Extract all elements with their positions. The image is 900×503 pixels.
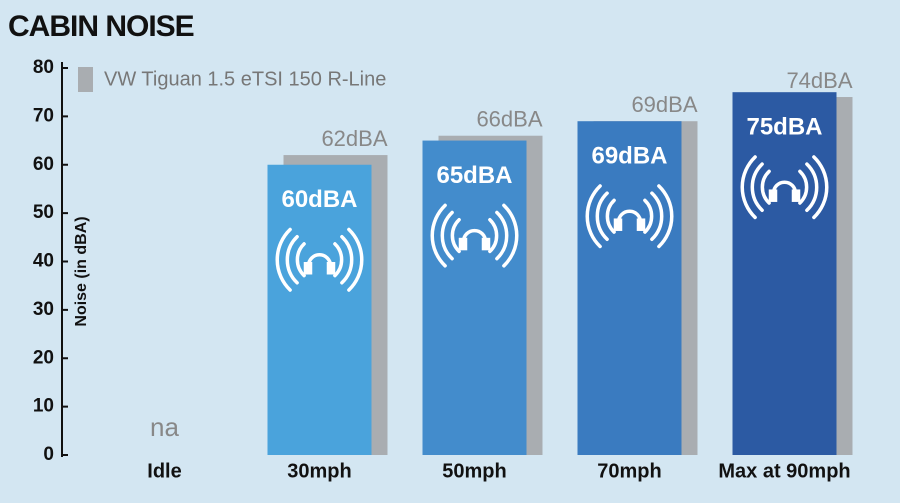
icon-cup xyxy=(458,237,468,251)
value-label: 65dBA xyxy=(436,162,512,189)
y-axis-label: Noise (in dBA) xyxy=(73,216,90,326)
y-tick-label: 10 xyxy=(33,396,54,417)
headphone-icon xyxy=(275,227,364,292)
icon-wave xyxy=(495,210,509,261)
value-label: 66dBA xyxy=(476,107,542,132)
icon-wave xyxy=(760,169,771,205)
y-tick-label: 50 xyxy=(33,202,54,223)
icon-band xyxy=(616,209,643,224)
icon-cup xyxy=(613,218,623,231)
icon-wave xyxy=(805,162,819,212)
icon-wave xyxy=(295,242,306,278)
icon-cup xyxy=(636,218,646,231)
bar xyxy=(267,164,372,455)
icon-cup xyxy=(768,189,778,202)
legend-label: VW Tiguan 1.5 eTSI 150 R-Line xyxy=(104,68,386,90)
icon-wave xyxy=(585,184,602,249)
headphone-icon xyxy=(430,203,519,268)
icon-band xyxy=(306,253,333,268)
value-label: 69dBA xyxy=(591,143,667,170)
x-tick-label: 30mph xyxy=(287,460,351,482)
legend-swatch xyxy=(78,67,93,92)
x-tick-label: Max at 90mph xyxy=(718,460,850,482)
y-tick-label: 80 xyxy=(33,57,54,78)
icon-wave xyxy=(812,155,829,220)
icon-wave xyxy=(488,217,499,254)
x-tick-label: 50mph xyxy=(442,460,506,482)
icon-wave xyxy=(605,198,616,234)
icon-wave xyxy=(430,203,447,268)
icon-wave xyxy=(798,169,809,205)
icon-wave xyxy=(643,198,654,234)
headphone-icon xyxy=(740,155,829,220)
icon-cup xyxy=(303,262,313,275)
icon-wave xyxy=(347,227,364,292)
bar xyxy=(577,121,682,456)
icon-wave xyxy=(740,155,757,220)
icon-wave xyxy=(285,234,299,285)
x-tick-label: 70mph xyxy=(597,460,661,482)
y-tick-label: 30 xyxy=(33,299,54,320)
y-tick-label: 60 xyxy=(33,154,54,175)
icon-cup xyxy=(326,262,336,275)
icon-wave xyxy=(502,203,519,268)
icon-cup xyxy=(791,189,801,202)
icon-wave xyxy=(340,234,354,285)
y-tick-label: 0 xyxy=(43,444,54,465)
icon-wave xyxy=(750,162,764,212)
icon-wave xyxy=(450,217,461,254)
value-label: 75dBA xyxy=(746,114,822,141)
value-label: 62dBA xyxy=(321,126,387,151)
icon-wave xyxy=(440,210,454,261)
value-label: 74dBA xyxy=(786,68,852,93)
chart-title: CABIN NOISE xyxy=(8,10,194,43)
value-label: na xyxy=(150,412,179,442)
bar xyxy=(732,92,837,455)
icon-wave xyxy=(657,184,674,249)
icon-wave xyxy=(650,191,664,242)
x-tick-label: Idle xyxy=(147,460,181,482)
headphone-icon xyxy=(585,184,674,249)
icon-wave xyxy=(333,242,344,278)
y-tick-label: 20 xyxy=(33,347,54,368)
icon-cup xyxy=(481,237,491,251)
y-tick-label: 40 xyxy=(33,251,54,272)
value-label: 69dBA xyxy=(631,92,697,117)
icon-wave xyxy=(595,191,609,242)
bar xyxy=(422,140,527,455)
icon-wave xyxy=(275,227,292,292)
icon-band xyxy=(771,180,798,195)
value-label: 60dBA xyxy=(281,186,357,213)
y-tick-label: 70 xyxy=(33,105,54,126)
icon-band xyxy=(461,228,488,244)
